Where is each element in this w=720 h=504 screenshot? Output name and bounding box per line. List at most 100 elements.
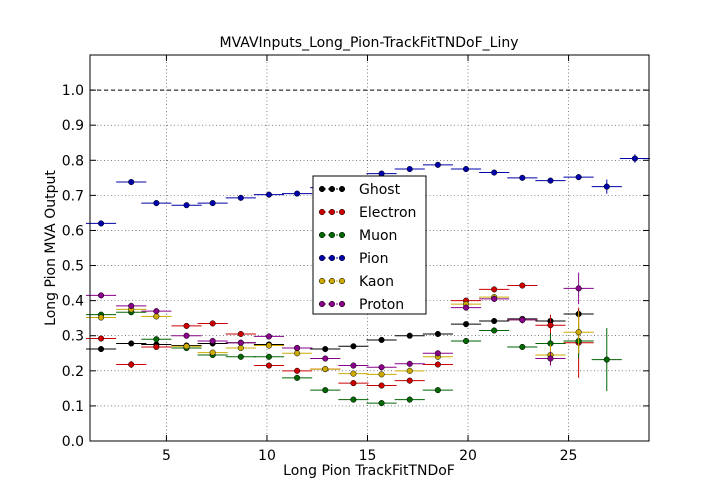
point-marker <box>153 313 160 320</box>
point-marker <box>153 200 160 207</box>
point-marker <box>209 349 216 356</box>
data-point <box>394 165 425 173</box>
y-tick-label: 0.3 <box>62 329 84 345</box>
point-marker <box>153 343 160 351</box>
data-point <box>116 340 147 347</box>
legend-item-proton: Proton <box>318 297 404 313</box>
data-point <box>225 344 256 352</box>
point-marker <box>322 355 329 362</box>
data-point <box>394 367 425 374</box>
x-tick-label: 5 <box>162 448 171 464</box>
legend-box <box>312 175 427 315</box>
legend-label: Ghost <box>359 182 401 198</box>
point-marker <box>462 304 470 311</box>
point-marker <box>406 377 413 384</box>
point-marker <box>631 155 638 162</box>
point-marker <box>294 374 301 381</box>
data-point <box>116 302 147 309</box>
point-marker <box>378 336 385 343</box>
data-point <box>253 342 285 349</box>
data-point <box>535 177 566 184</box>
y-tick-label: 0.4 <box>62 294 84 310</box>
chart-title: MVAVInputs_Long_Pion-TrackFitTNDoF_Liny <box>220 35 519 51</box>
data-point <box>141 313 172 320</box>
point-marker <box>128 302 135 309</box>
point-marker <box>350 362 357 369</box>
data-point <box>450 165 482 173</box>
point-marker <box>378 400 385 407</box>
legend-item-muon: Muon <box>318 228 397 244</box>
point-marker <box>575 174 582 181</box>
data-point <box>141 200 172 207</box>
point-marker <box>98 292 105 299</box>
point-marker <box>183 332 190 339</box>
data-point <box>507 316 538 324</box>
point-marker <box>406 360 413 367</box>
point-marker <box>406 367 413 374</box>
point-marker <box>237 330 244 338</box>
point-marker <box>378 371 385 378</box>
data-point <box>253 333 285 340</box>
legend-item-kaon: Kaon <box>318 274 394 290</box>
data-point <box>197 320 228 327</box>
data-point <box>535 351 566 366</box>
data-point <box>85 314 117 321</box>
data-point <box>338 380 369 387</box>
point-marker <box>547 177 554 184</box>
data-point <box>507 282 538 289</box>
point-marker <box>153 308 160 315</box>
data-point <box>338 370 369 377</box>
data-series <box>85 154 651 407</box>
data-point <box>563 174 594 181</box>
data-point <box>338 362 369 369</box>
point-marker <box>128 340 135 347</box>
point-marker <box>265 342 273 349</box>
x-tick-label: 10 <box>258 448 276 464</box>
point-marker <box>462 321 470 328</box>
point-marker <box>183 202 190 209</box>
plot-frame <box>89 54 650 442</box>
point-marker <box>462 337 470 345</box>
data-point <box>479 317 510 325</box>
point-marker <box>128 178 135 186</box>
axis-ticks: 5 10 15 20 25 0.0 0.1 0.2 0.3 0.4 0.5 0.6 0.7 0.8 0.9 1… <box>62 55 649 464</box>
point-marker <box>294 350 301 357</box>
y-tick-label: 0.0 <box>62 434 84 450</box>
data-point <box>422 387 453 394</box>
data-point <box>366 400 397 407</box>
point-marker <box>434 361 441 368</box>
data-point <box>225 339 256 346</box>
y-tick-label: 0.9 <box>62 118 84 134</box>
y-tick-label: 0.5 <box>62 259 84 275</box>
point-marker <box>491 327 498 334</box>
point-marker <box>547 322 554 329</box>
data-point <box>619 154 651 163</box>
point-marker <box>350 370 357 377</box>
legend-marker <box>318 231 326 239</box>
legend-marker <box>338 300 346 308</box>
point-marker <box>434 387 441 394</box>
data-point <box>310 355 341 362</box>
point-marker <box>183 322 190 329</box>
data-point <box>141 336 172 343</box>
legend-items: Ghost Electron Muon Pion Kaon Proton <box>318 182 416 313</box>
point-marker <box>350 380 357 387</box>
legend-marker <box>328 300 336 308</box>
data-point <box>253 362 285 369</box>
legend-label: Muon <box>359 228 397 244</box>
data-point <box>366 336 397 343</box>
point-marker <box>237 344 244 352</box>
y-tick-label: 1.0 <box>62 83 84 99</box>
legend-marker <box>338 208 346 216</box>
legend-marker <box>328 231 336 239</box>
data-point <box>563 272 594 305</box>
data-point <box>85 220 117 227</box>
point-marker <box>237 353 244 360</box>
point-marker <box>519 174 526 181</box>
data-point <box>366 364 397 371</box>
legend-marker <box>338 277 346 285</box>
point-marker <box>209 320 216 327</box>
data-point <box>422 350 453 357</box>
x-axis-title: Long Pion TrackFitTNDoF <box>283 463 455 479</box>
data-point <box>282 367 313 374</box>
